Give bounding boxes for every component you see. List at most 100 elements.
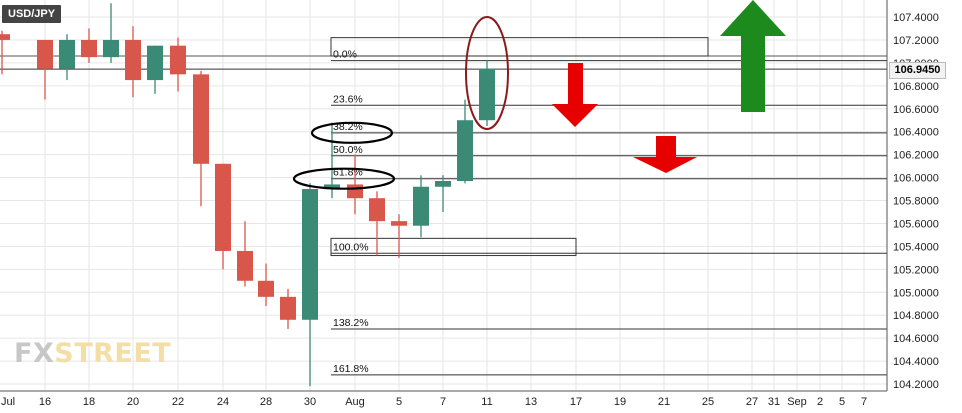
x-tick-label: 5 — [396, 396, 402, 408]
symbol-label: USD/JPY — [2, 5, 62, 23]
fib-label: 138.2% — [333, 317, 369, 329]
candle-body — [435, 181, 451, 187]
x-tick-label: 31 — [768, 396, 780, 408]
ellipse-38-2 — [310, 121, 394, 144]
candle-body — [457, 120, 473, 182]
candle — [457, 99, 473, 184]
candle-body — [81, 39, 97, 58]
candle-body — [0, 34, 10, 40]
annotations — [292, 0, 786, 190]
candle — [59, 34, 75, 81]
x-tick-label: 22 — [172, 396, 184, 408]
x-tick-label: 16 — [39, 396, 51, 408]
x-tick-label: 2 — [817, 396, 823, 408]
candle — [215, 163, 231, 270]
candle — [37, 39, 53, 100]
x-tick-label: 7 — [440, 396, 446, 408]
y-tick-label: 104.2000 — [893, 379, 939, 391]
candle-body — [125, 39, 141, 81]
x-tick-label: Aug — [345, 396, 365, 408]
y-tick-label: 105.6000 — [893, 218, 939, 230]
candle-body — [302, 189, 318, 320]
candle-body — [215, 163, 231, 251]
candle-body — [147, 45, 163, 81]
x-tick-label: 7 — [861, 396, 867, 408]
candle — [147, 45, 163, 94]
y-tick-label: 104.6000 — [893, 333, 939, 345]
candle — [193, 70, 209, 207]
y-tick-label: 105.0000 — [893, 287, 939, 299]
ellipse-61-8 — [292, 167, 396, 190]
fxstreet-logo: FXSTREET — [14, 338, 171, 369]
x-tick-label: 27 — [746, 396, 758, 408]
candle-body — [479, 68, 495, 71]
y-tick-label: 105.2000 — [893, 264, 939, 276]
y-tick-label: 107.4000 — [893, 12, 939, 24]
fib-label: 23.6% — [333, 93, 363, 105]
x-tick-label: Jul — [1, 396, 15, 408]
y-tick-label: 106.2000 — [893, 150, 939, 162]
candle — [125, 26, 141, 98]
candle-body — [170, 45, 186, 75]
candle — [103, 3, 119, 63]
candle-body — [280, 296, 296, 320]
y-tick-label: 106.6000 — [893, 104, 939, 116]
x-tick-label: 17 — [570, 396, 582, 408]
y-tick-label: 105.8000 — [893, 196, 939, 208]
y-tick-label: 106.0000 — [893, 173, 939, 185]
x-tick-label: 20 — [127, 396, 139, 408]
candle — [435, 175, 451, 212]
candle — [479, 60, 495, 110]
candle — [413, 175, 429, 238]
y-tick-label: 104.8000 — [893, 310, 939, 322]
red-down-arrow — [633, 136, 697, 173]
candle-body — [413, 186, 429, 226]
candle — [391, 214, 407, 258]
candle — [369, 191, 385, 256]
candle — [347, 154, 363, 215]
fib-label: 50.0% — [333, 144, 363, 156]
candle — [81, 28, 97, 63]
fib-box-bottom — [330, 237, 577, 257]
x-tick-label: 24 — [217, 396, 229, 408]
candle-body — [258, 280, 274, 297]
x-tick-label: 5 — [839, 396, 845, 408]
candle-body — [193, 74, 209, 164]
x-tick-label: 30 — [304, 396, 316, 408]
logo-fx: FX — [14, 338, 55, 369]
x-tick-label: 21 — [658, 396, 670, 408]
red-down-arrow — [552, 63, 598, 127]
x-tick-label: 11 — [481, 396, 492, 408]
candle — [258, 263, 274, 307]
candle — [170, 37, 186, 92]
y-tick-label: 106.8000 — [893, 81, 939, 93]
candle — [237, 221, 253, 287]
ellipse-red — [465, 16, 509, 130]
logo-street: STREET — [54, 338, 172, 369]
candle-body — [237, 250, 253, 281]
x-tick-label: 28 — [260, 396, 272, 408]
x-tick-label: 18 — [83, 396, 95, 408]
current-price-tag: 106.9450 — [889, 62, 946, 79]
candle — [0, 30, 10, 75]
candle-body — [347, 184, 363, 199]
x-tick-label: Sep — [787, 396, 807, 408]
y-tick-label: 104.4000 — [893, 356, 939, 368]
fib-label: 161.8% — [333, 363, 369, 375]
candle-body — [37, 39, 53, 69]
fib-label: 0.0% — [333, 49, 357, 61]
axes: 107.4000107.2000107.0000106.8000106.6000… — [0, 0, 939, 408]
candle — [302, 183, 318, 387]
fib-label: 100.0% — [333, 241, 369, 253]
green-up-arrow — [720, 0, 786, 112]
candles — [0, 3, 495, 387]
candle-body — [369, 198, 385, 222]
candle-body — [391, 221, 407, 226]
y-tick-label: 105.4000 — [893, 241, 939, 253]
candle — [280, 288, 296, 329]
x-tick-label: 25 — [702, 396, 714, 408]
candle-body — [324, 184, 340, 190]
y-tick-label: 106.4000 — [893, 127, 939, 139]
fib-box-top — [330, 37, 709, 57]
